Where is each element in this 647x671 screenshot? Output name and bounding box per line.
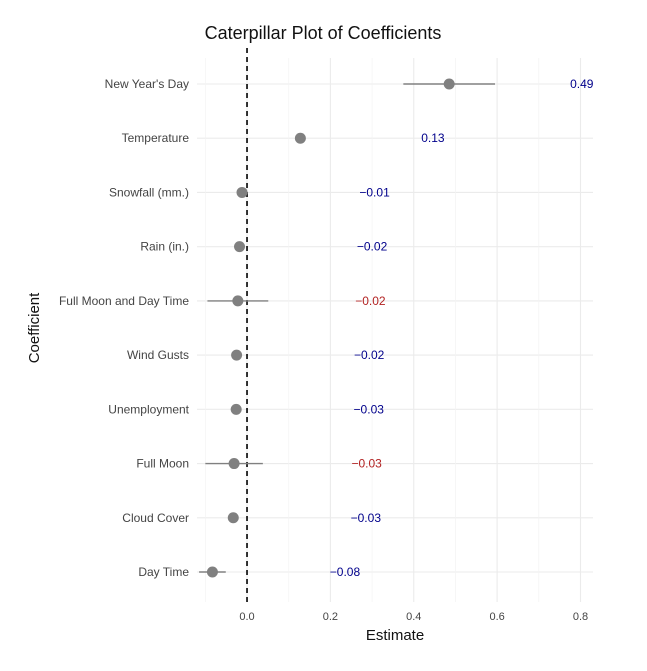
- data-label: −0.03: [351, 457, 382, 471]
- y-tick-layer: New Year's Day Temperature Snowfall (mm.) R…: [59, 77, 190, 579]
- estimate-point: [443, 78, 455, 90]
- data-label: 0.49: [570, 77, 594, 91]
- y-tick-label: Unemployment: [108, 402, 189, 416]
- data-label: 0.13: [421, 131, 445, 145]
- y-tick-label: Temperature: [122, 131, 190, 145]
- estimate-point: [228, 458, 240, 470]
- y-tick-label: Rain (in.): [140, 240, 189, 254]
- x-tick-label: 0.2: [323, 611, 338, 623]
- point-layer: [206, 78, 455, 578]
- data-label: −0.02: [357, 240, 388, 254]
- data-label: −0.02: [355, 294, 386, 308]
- y-tick-label: Full Moon: [136, 457, 189, 471]
- data-label-layer: 0.49 0.13 −0.01 −0.02 −0.02 −0.02 −0.03 −0.03 −0…: [330, 77, 594, 579]
- data-label: −0.01: [359, 185, 390, 199]
- y-tick-label: Day Time: [138, 565, 189, 579]
- y-tick-label: New Year's Day: [105, 77, 189, 91]
- estimate-point: [232, 295, 244, 307]
- estimate-point: [230, 403, 242, 415]
- estimate-point: [227, 512, 239, 524]
- ci-layer: [199, 83, 496, 573]
- x-axis-title: Estimate: [366, 627, 424, 644]
- x-tick-label: 0.4: [406, 611, 421, 623]
- y-tick-label: Full Moon and Day Time: [59, 294, 189, 308]
- data-label: −0.03: [354, 402, 385, 416]
- y-tick-label: Snowfall (mm.): [109, 185, 189, 199]
- estimate-point: [231, 349, 243, 361]
- y-axis-title: Coefficient: [26, 292, 43, 363]
- data-label: −0.02: [354, 348, 385, 362]
- estimate-point: [234, 241, 246, 253]
- y-tick-label: Wind Gusts: [127, 348, 189, 362]
- data-label: −0.03: [351, 511, 382, 525]
- grid-layer: [197, 58, 593, 602]
- x-tick-label: 0.0: [239, 611, 254, 623]
- chart-title: Caterpillar Plot of Coefficients: [205, 23, 442, 43]
- x-tick-label: 0.6: [489, 611, 504, 623]
- x-tick-label: 0.8: [573, 611, 588, 623]
- estimate-point: [206, 566, 218, 578]
- estimate-point: [294, 132, 306, 144]
- x-tick-layer: 0.0 0.2 0.4 0.6 0.8: [239, 611, 588, 623]
- data-label: −0.08: [330, 565, 361, 579]
- estimate-point: [236, 186, 248, 198]
- y-tick-label: Cloud Cover: [122, 511, 189, 525]
